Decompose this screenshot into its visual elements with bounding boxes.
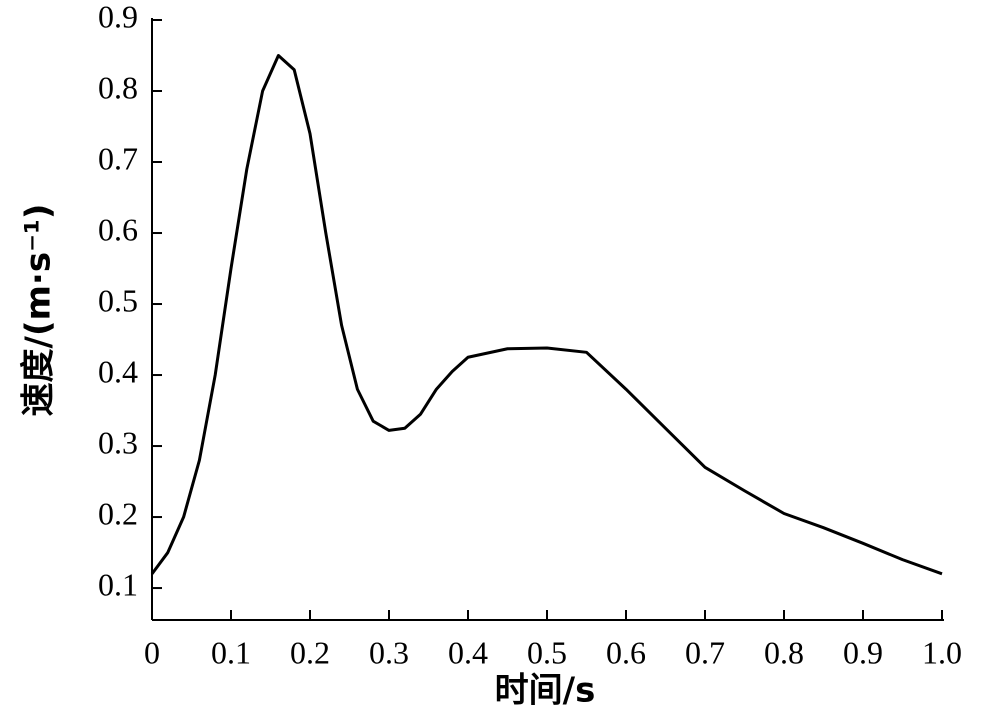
y-tick-label: 0.1	[98, 566, 138, 602]
x-axis-label: 时间/s	[495, 671, 596, 711]
x-tick-label: 0.4	[448, 634, 488, 670]
y-tick-label: 0.7	[98, 140, 138, 176]
x-tick-label: 0.5	[527, 634, 567, 670]
x-tick-label: 0.8	[764, 634, 804, 670]
x-tick-label: 0.9	[843, 634, 883, 670]
y-tick-label: 0.3	[98, 424, 138, 460]
y-tick-label: 0.5	[98, 282, 138, 318]
y-axis-label: 速度/(m·s⁻¹)	[19, 204, 59, 417]
y-tick-label: 0.2	[98, 495, 138, 531]
x-tick-label: 0.1	[211, 634, 251, 670]
x-tick-label: 0.7	[685, 634, 725, 670]
data-line	[150, 54, 943, 576]
y-tick-label: 0.4	[98, 353, 138, 389]
x-tick-label: 0.3	[369, 634, 409, 670]
x-tick-label: 0	[144, 634, 160, 670]
y-tick-label: 0.6	[98, 211, 138, 247]
x-tick-label: 0.2	[290, 634, 330, 670]
x-tick-label: 1.0	[922, 634, 962, 670]
y-tick-label: 0.8	[98, 69, 138, 105]
y-tick-label: 0.9	[98, 0, 138, 34]
x-tick-label: 0.6	[606, 634, 646, 670]
